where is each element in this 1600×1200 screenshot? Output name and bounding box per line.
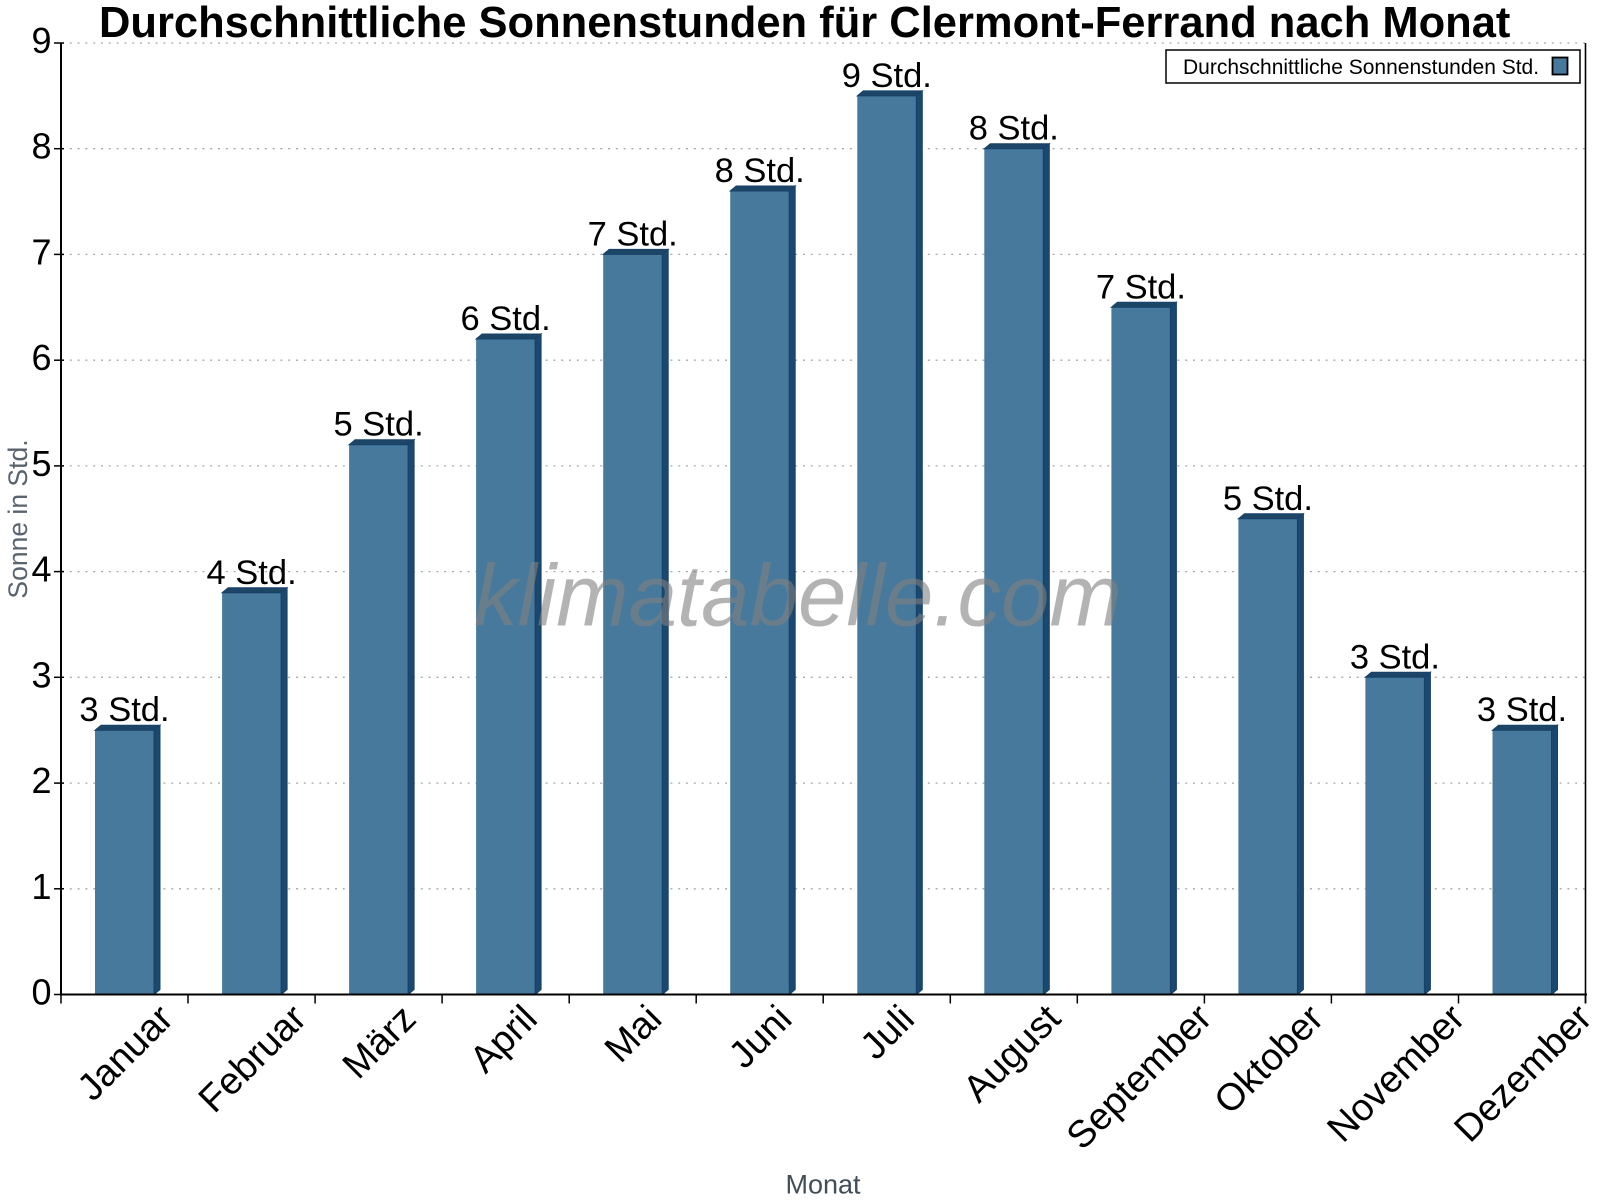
svg-text:Durchschnittliche Sonnenstunde: Durchschnittliche Sonnenstunden für Cler…	[99, 0, 1510, 47]
svg-text:4 Std.: 4 Std.	[207, 554, 297, 592]
svg-text:8: 8	[31, 126, 51, 167]
svg-text:8 Std.: 8 Std.	[715, 152, 805, 190]
svg-text:8 Std.: 8 Std.	[969, 110, 1059, 148]
svg-text:Sonne in Std.: Sonne in Std.	[3, 439, 33, 598]
svg-text:5 Std.: 5 Std.	[334, 406, 424, 444]
svg-text:3 Std.: 3 Std.	[1350, 638, 1440, 676]
svg-text:6 Std.: 6 Std.	[461, 300, 551, 338]
svg-text:7 Std.: 7 Std.	[1096, 268, 1186, 306]
svg-text:5: 5	[31, 443, 51, 484]
svg-text:3 Std.: 3 Std.	[1477, 691, 1567, 729]
svg-text:6: 6	[31, 337, 51, 378]
svg-text:4: 4	[31, 549, 51, 590]
svg-text:9 Std.: 9 Std.	[842, 57, 932, 95]
svg-text:3 Std.: 3 Std.	[79, 691, 169, 729]
svg-text:0: 0	[31, 972, 51, 1013]
svg-text:klimatabelle.com: klimatabelle.com	[474, 548, 1122, 645]
svg-text:7 Std.: 7 Std.	[588, 215, 678, 253]
svg-text:Durchschnittliche Sonnenstunde: Durchschnittliche Sonnenstunden Std.	[1183, 56, 1539, 79]
svg-text:Monat: Monat	[785, 1170, 861, 1200]
svg-text:3: 3	[31, 654, 51, 695]
svg-text:7: 7	[31, 231, 51, 272]
svg-text:2: 2	[31, 760, 51, 801]
svg-text:5 Std.: 5 Std.	[1223, 480, 1313, 518]
svg-text:1: 1	[31, 866, 51, 907]
svg-text:9: 9	[31, 20, 51, 61]
